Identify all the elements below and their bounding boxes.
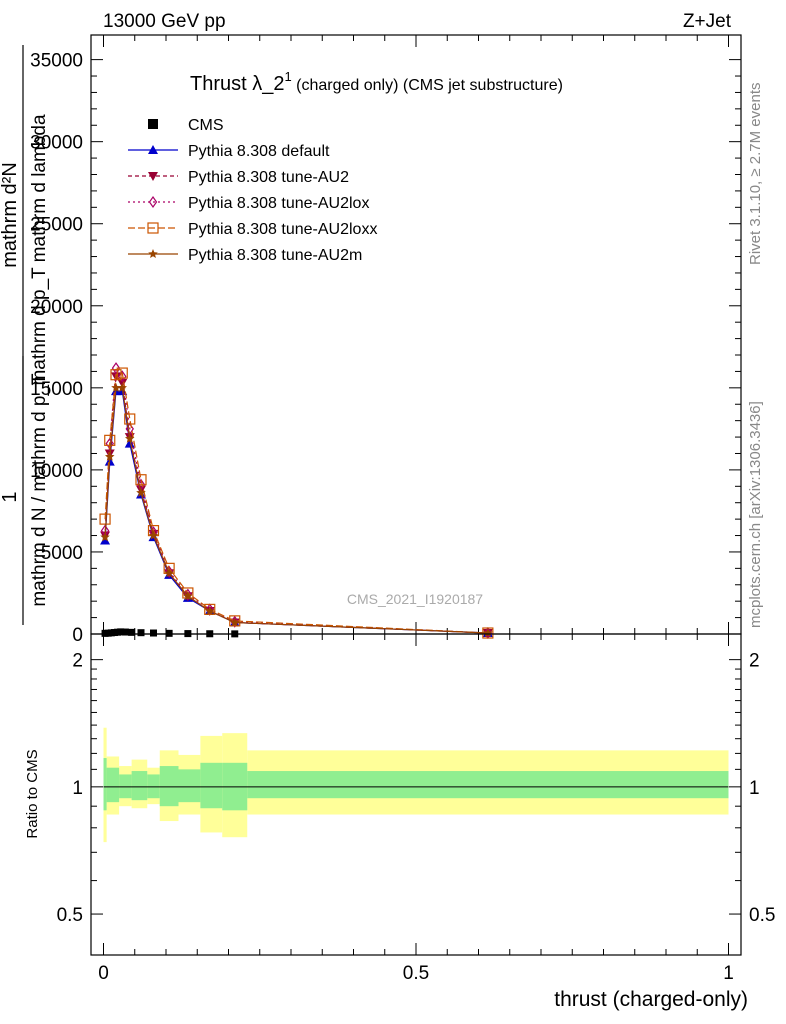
ratio-ytick-label-0: 0.5	[57, 905, 83, 926]
legend-marker-5	[148, 249, 158, 258]
cms-data-point	[128, 628, 136, 636]
header-left: 13000 GeV pp	[103, 11, 226, 32]
series-5-point	[483, 628, 493, 638]
ratio-green-band-1	[106, 767, 120, 803]
ratio-ytick-label-right-2: 2	[749, 651, 760, 672]
ratio-xtick-label-1: 0.5	[403, 963, 429, 984]
legend-marker-4	[147, 222, 159, 234]
ratio-ytick-label-right-1: 1	[749, 778, 760, 799]
series-4-point	[104, 434, 116, 446]
series-3-point	[118, 370, 127, 383]
legend-marker-3	[148, 195, 158, 209]
main-ytick-label-5: 25000	[30, 215, 83, 236]
series-5-point	[148, 530, 159, 540]
series-4-point	[204, 603, 216, 615]
ratio-ytick-label-right-0: 0.5	[749, 905, 775, 926]
ylabel-frac-bot-2: mathrm d p_T mathrm d lambda	[29, 114, 50, 385]
main-plot: 0 5000 10000 15000 20000 25000 30000 35000	[30, 34, 742, 646]
mcplots-label: mcplots.cern.ch [arXiv:1306.3436]	[747, 401, 764, 628]
series-line-5	[104, 387, 488, 634]
title-main: Thrust λ_2	[190, 73, 284, 95]
legend-label-2: Pythia 8.308 tune-AU2	[188, 169, 349, 186]
legend-label-4: Pythia 8.308 tune-AU2loxx	[188, 221, 377, 238]
main-ytick-label-3: 15000	[30, 379, 83, 400]
series-5-point	[117, 382, 127, 392]
series-5-point	[111, 382, 121, 392]
series-5-point	[230, 617, 240, 627]
cms-data-point	[150, 629, 157, 637]
cms-data-point	[137, 629, 145, 637]
title-sup: 1	[284, 69, 291, 84]
legend-label-5: Pythia 8.308 tune-AU2m	[188, 247, 362, 264]
title-rest: (charged only) (CMS jet substructure)	[292, 77, 563, 94]
ylabel-frac-top-2: mathrm d²N	[0, 162, 21, 268]
cms-data-point	[117, 628, 125, 636]
main-ytick-label-2: 10000	[30, 461, 83, 482]
ratio-green-band-4	[147, 774, 160, 799]
rivet-label: Rivet 3.1.10, ≥ 2.7M events	[747, 83, 764, 266]
main-ytick-label-7: 35000	[30, 51, 83, 72]
main-ytick-label-6: 30000	[30, 133, 83, 154]
legend-marker-0	[148, 119, 158, 129]
legend-label-1: Pythia 8.308 default	[188, 143, 330, 160]
main-ytick-label-0: 0	[72, 625, 83, 646]
ratio-green-band-3	[131, 771, 148, 801]
series-5-point	[125, 433, 135, 443]
series-3-point	[164, 565, 174, 578]
cms-data-point	[121, 628, 129, 636]
ratio-plot: 0 0.5 1 0.5 0.5 1 1 2 2	[57, 633, 775, 984]
series-4-point	[124, 413, 136, 425]
header-right: Z+Jet	[683, 11, 732, 32]
ylabel-frac-top-1: 1	[0, 491, 21, 502]
main-y-label: 1 mathrm d N / mathrm d p_T mathrm d²N m…	[0, 45, 50, 625]
series-5-point	[136, 487, 146, 497]
ratio-xtick-label-2: 1	[723, 963, 734, 984]
series-1-point	[124, 438, 135, 448]
series-4-point	[99, 513, 111, 525]
ratio-green-band-0	[103, 758, 107, 811]
ratio-green-band-5	[159, 766, 179, 807]
series-4-point	[110, 369, 122, 381]
ratio-y-label: Ratio to CMS	[24, 749, 41, 838]
series-4-point	[116, 367, 128, 379]
main-ytick-label-1: 5000	[41, 543, 83, 564]
ratio-ytick-label-2: 2	[72, 651, 83, 672]
ratio-green-band-2	[119, 774, 132, 799]
ylabel-frac-bot-1: mathrm d N / mathrm d p_T	[29, 373, 50, 607]
series-3-point	[111, 362, 121, 375]
ratio-xtick-label-0: 0	[98, 963, 109, 984]
ratio-green-band-9	[247, 771, 729, 799]
series-5-point	[164, 568, 174, 578]
series-5-point	[205, 606, 215, 616]
ratio-ytick-label-1: 1	[72, 778, 83, 799]
legend-label-3: Pythia 8.308 tune-AU2lox	[188, 195, 369, 212]
series-5-point	[105, 451, 115, 461]
watermark: CMS_2021_I1920187	[347, 591, 483, 607]
main-ytick-label-4: 20000	[30, 297, 83, 318]
ratio-green-band-7	[200, 762, 223, 809]
plot-title: Thrust λ_21 (charged only) (CMS jet subs…	[190, 69, 563, 95]
series-5-point	[183, 591, 193, 601]
legend: CMS Pythia 8.308 default Pythia 8.308 tune…	[128, 117, 377, 264]
ratio-green-band-6	[178, 769, 201, 803]
x-axis-label: thrust (charged-only)	[554, 988, 748, 1011]
series-5-point	[100, 532, 110, 542]
legend-label-0: CMS	[188, 117, 224, 134]
series-4-point	[135, 474, 147, 486]
cms-data-point	[165, 629, 173, 637]
legend-marker-2	[148, 172, 158, 181]
legend-marker-1	[148, 145, 158, 154]
